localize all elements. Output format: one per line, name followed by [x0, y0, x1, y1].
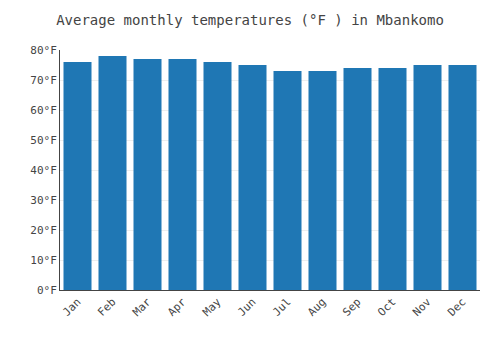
svg-text:May: May — [200, 295, 224, 319]
svg-text:20°F: 20°F — [30, 224, 57, 237]
svg-text:10°F: 10°F — [30, 254, 57, 267]
svg-text:Aug: Aug — [305, 296, 328, 319]
svg-text:Feb: Feb — [95, 296, 118, 319]
svg-text:50°F: 50°F — [30, 134, 57, 147]
svg-text:Dec: Dec — [445, 296, 468, 319]
svg-text:60°F: 60°F — [30, 104, 57, 117]
svg-text:80°F: 80°F — [30, 44, 57, 57]
svg-text:Nov: Nov — [410, 295, 434, 319]
svg-text:Average monthly temperatures (: Average monthly temperatures (°F ) in Mb… — [56, 12, 444, 28]
svg-text:Oct: Oct — [375, 296, 398, 319]
svg-text:40°F: 40°F — [30, 164, 57, 177]
svg-text:30°F: 30°F — [30, 194, 57, 207]
svg-text:Mar: Mar — [130, 295, 154, 319]
svg-text:70°F: 70°F — [30, 74, 57, 87]
svg-text:0°F: 0°F — [37, 284, 57, 297]
svg-text:Jan: Jan — [60, 296, 83, 319]
svg-text:Jul: Jul — [270, 296, 293, 319]
svg-text:Apr: Apr — [165, 295, 189, 319]
svg-text:Jun: Jun — [235, 296, 258, 319]
svg-text:Sep: Sep — [340, 296, 363, 319]
